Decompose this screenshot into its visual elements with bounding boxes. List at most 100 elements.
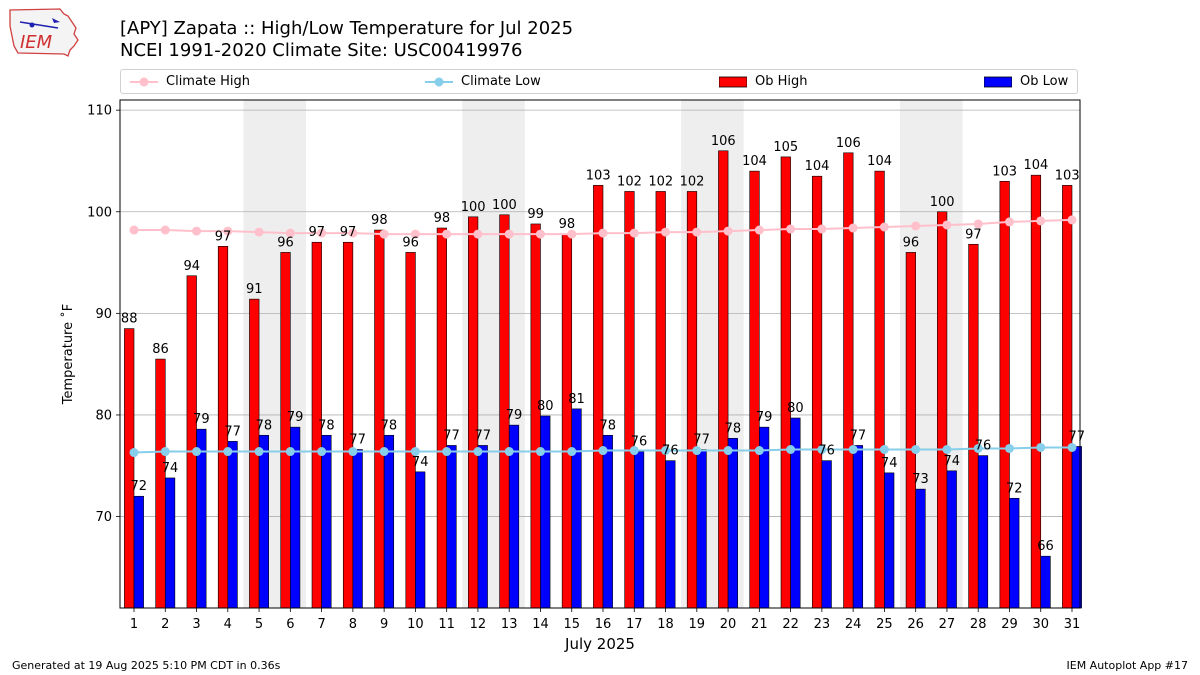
bar-ob-low-day-17 — [633, 451, 645, 609]
label-ob-high-day-6: 96 — [277, 235, 294, 250]
bar-ob-low-day-1 — [133, 495, 144, 609]
label-ob-high-day-18: 102 — [648, 174, 673, 189]
bar-ob-low-day-27 — [946, 470, 957, 609]
point-climate-low-day-1 — [129, 448, 139, 458]
bar-ob-high-day-8 — [342, 241, 354, 609]
bar-ob-high-day-3 — [186, 275, 197, 609]
bar-ob-high-day-14 — [530, 223, 541, 609]
point-climate-high-day-8 — [348, 228, 358, 238]
legend-label-ob-high: Ob High — [755, 74, 808, 89]
label-ob-low-day-19: 77 — [693, 433, 710, 448]
label-ob-low-day-5: 78 — [256, 418, 273, 433]
label-ob-low-day-20: 78 — [725, 421, 742, 436]
legend-label-ob-low: Ob Low — [1020, 74, 1069, 89]
label-ob-low-day-4: 77 — [224, 424, 241, 439]
label-ob-high-day-5: 91 — [246, 282, 263, 297]
point-climate-low-day-15 — [567, 447, 577, 457]
legend-label-climate-high: Climate High — [166, 74, 251, 89]
point-climate-low-day-17 — [629, 446, 639, 456]
x-tick-label-27: 27 — [939, 617, 956, 632]
label-ob-low-day-31: 77 — [1069, 429, 1086, 444]
label-ob-high-day-3: 94 — [183, 259, 200, 274]
bar-ob-low-day-2 — [164, 477, 176, 609]
point-climate-high-day-20 — [723, 226, 733, 236]
bar-ob-high-day-27 — [937, 211, 948, 609]
x-tick-label-18: 18 — [657, 617, 674, 632]
point-climate-low-day-7 — [317, 447, 327, 457]
label-ob-low-day-17: 76 — [631, 435, 648, 450]
y-tick-label-80: 80 — [95, 408, 112, 423]
y-tick-label-70: 70 — [95, 510, 112, 525]
bar-ob-low-day-15 — [571, 408, 582, 609]
label-ob-high-day-23: 104 — [805, 159, 830, 174]
point-climate-high-day-26 — [911, 221, 921, 231]
point-climate-low-day-25 — [879, 445, 889, 455]
label-ob-high-day-17: 102 — [617, 174, 642, 189]
bar-ob-low-day-20 — [727, 438, 738, 609]
y-tick-label-100: 100 — [87, 205, 112, 220]
point-climate-high-day-5 — [254, 227, 264, 237]
label-ob-high-day-11: 98 — [434, 211, 451, 226]
point-climate-high-day-9 — [379, 229, 389, 239]
iem-logo: IEM — [9, 8, 79, 57]
ob-high-swatch — [719, 76, 747, 87]
bar-ob-high-day-6 — [280, 252, 291, 609]
bar-ob-high-day-12 — [468, 216, 479, 609]
bar-ob-low-day-16 — [602, 434, 613, 609]
label-ob-high-day-20: 106 — [711, 134, 736, 149]
bar-ob-high-day-23 — [811, 175, 823, 609]
app-label: IEM Autoplot App #17 — [1066, 659, 1189, 672]
label-ob-low-day-21: 79 — [756, 410, 773, 425]
point-climate-low-day-28 — [973, 443, 983, 453]
label-ob-low-day-15: 81 — [568, 392, 585, 407]
label-ob-high-day-31: 103 — [1055, 168, 1080, 183]
label-ob-high-day-21: 104 — [742, 154, 767, 169]
label-ob-high-day-1: 88 — [121, 312, 138, 327]
bar-ob-high-day-2 — [155, 358, 166, 609]
bar-ob-high-day-21 — [749, 170, 760, 609]
label-ob-low-day-26: 73 — [912, 472, 929, 487]
bar-ob-low-day-25 — [884, 472, 895, 609]
bar-ob-low-day-11 — [446, 445, 457, 609]
point-climate-low-day-11 — [442, 447, 452, 457]
point-climate-low-day-20 — [723, 446, 733, 456]
climate-high-swatch — [130, 77, 158, 86]
bar-ob-low-day-8 — [352, 449, 363, 609]
bar-ob-high-day-16 — [593, 185, 604, 609]
x-tick-label-3: 3 — [192, 617, 200, 632]
bar-ob-low-day-18 — [665, 460, 676, 609]
bar-ob-high-day-1 — [124, 328, 135, 609]
bar-ob-low-day-10 — [415, 471, 426, 609]
point-climate-low-day-24 — [848, 445, 858, 455]
point-climate-low-day-3 — [192, 447, 202, 457]
label-ob-high-day-16: 103 — [586, 168, 611, 183]
x-tick-label-16: 16 — [595, 617, 612, 632]
generated-timestamp: Generated at 19 Aug 2025 5:10 PM CDT in … — [12, 659, 281, 672]
label-ob-high-day-22: 105 — [773, 140, 798, 155]
bar-ob-high-day-18 — [655, 191, 666, 609]
point-climate-high-day-17 — [629, 228, 639, 238]
bar-ob-high-day-10 — [405, 252, 416, 609]
point-climate-high-day-24 — [848, 223, 858, 233]
label-ob-high-day-13: 100 — [492, 198, 517, 213]
x-tick-label-28: 28 — [970, 617, 987, 632]
x-tick-label-1: 1 — [130, 617, 138, 632]
climate-low-swatch — [425, 77, 453, 86]
point-climate-low-day-18 — [661, 446, 671, 456]
x-tick-label-21: 21 — [751, 617, 768, 632]
point-climate-low-day-9 — [379, 447, 389, 457]
bar-ob-high-day-24 — [843, 152, 854, 609]
label-ob-high-day-24: 106 — [836, 136, 861, 151]
label-ob-low-day-10: 74 — [412, 455, 429, 470]
label-ob-low-day-28: 76 — [975, 439, 992, 454]
label-ob-high-day-25: 104 — [867, 154, 892, 169]
bar-ob-low-day-23 — [821, 460, 832, 609]
label-ob-low-day-18: 76 — [662, 444, 679, 459]
x-axis-label: July 2025 — [564, 635, 635, 653]
legend: Climate High Climate Low Ob High Ob Low — [120, 69, 1078, 94]
label-ob-high-day-15: 98 — [559, 217, 576, 232]
x-tick-label-10: 10 — [407, 617, 424, 632]
point-climate-high-day-13 — [504, 229, 514, 239]
x-tick-label-15: 15 — [563, 617, 580, 632]
point-climate-high-day-22 — [786, 224, 796, 234]
